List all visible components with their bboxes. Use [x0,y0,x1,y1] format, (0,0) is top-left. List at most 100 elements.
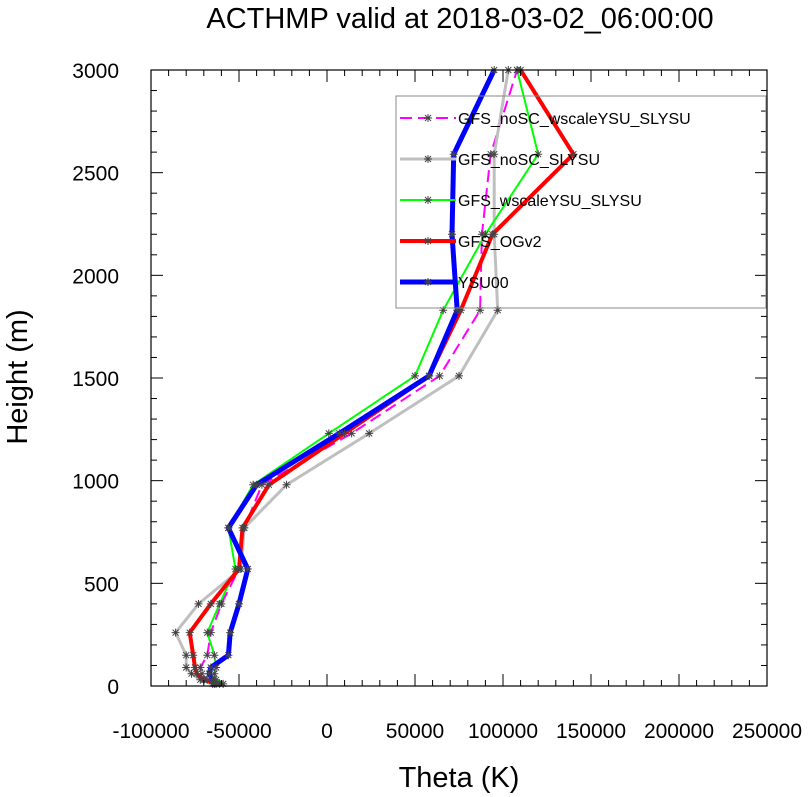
star-marker-icon [347,429,356,438]
y-axis-label: Height (m) [2,309,34,444]
y-tick-label: 2500 [72,163,119,186]
data-point [198,669,206,678]
star-marker-icon [490,150,499,159]
data-point [191,663,199,672]
data-point [476,306,485,315]
star-marker-icon [424,196,432,204]
data-point [203,651,212,660]
data-point [208,675,217,684]
star-marker-icon [235,599,243,608]
star-marker-icon [203,651,212,660]
data-point [252,480,261,489]
star-marker-icon [488,230,497,239]
x-tick-label: -100000 [112,720,189,743]
star-marker-icon [264,480,273,489]
star-marker-icon [238,523,247,532]
star-marker-icon [455,371,463,380]
star-marker-icon [493,306,502,315]
star-marker-icon [424,237,432,245]
star-marker-icon [365,429,374,438]
data-point [187,669,196,678]
x-tick-label: 50000 [386,720,444,743]
data-point [212,679,221,688]
data-point [224,651,233,660]
data-point [226,628,235,637]
data-point [224,523,233,532]
data-point [210,669,219,678]
data-point [335,429,344,438]
star-marker-icon [453,306,462,315]
star-marker-icon [481,230,490,239]
star-marker-icon [203,628,212,637]
data-point [206,663,215,672]
data-point [282,480,291,489]
legend-marker [424,155,432,163]
star-marker-icon [194,599,203,608]
star-marker-icon [206,663,215,672]
star-marker-icon [224,651,233,660]
data-point [324,429,333,438]
data-point [212,663,221,672]
legend-marker [424,196,432,204]
data-point [192,669,201,678]
y-tick-label: 1500 [72,368,119,391]
data-point [182,663,191,672]
data-point [189,651,198,660]
data-point [205,669,214,678]
data-point [365,429,374,438]
star-marker-icon [411,371,419,380]
data-point [199,675,208,684]
star-marker-icon [208,675,217,684]
legend-marker [424,114,432,122]
data-point [194,599,203,608]
star-marker-icon [257,480,266,489]
star-marker-icon [226,628,235,637]
star-marker-icon [192,669,201,678]
data-point [264,480,273,489]
star-marker-icon [171,628,180,637]
star-marker-icon [476,306,485,315]
data-point [448,230,456,239]
data-point [238,523,247,532]
data-point [171,628,180,637]
series-line-2 [206,69,540,685]
star-marker-icon [449,150,458,159]
data-point [453,306,462,315]
star-marker-icon [210,651,219,660]
x-tick-label: 150000 [556,720,626,743]
plot-area [171,66,578,688]
star-marker-icon [340,429,349,438]
data-point [425,371,434,380]
data-point [185,628,194,637]
x-tick-label: 0 [321,720,333,743]
star-marker-icon [205,669,214,678]
data-point [493,306,502,315]
data-point [455,371,463,380]
x-tick-label: 100000 [468,720,538,743]
star-marker-icon [215,599,224,608]
star-marker-icon [187,669,196,678]
data-point [449,150,458,159]
data-point [340,429,349,438]
y-tick-label: 3000 [72,60,119,83]
y-tick-label: 500 [84,573,119,596]
star-marker-icon [210,669,219,678]
data-point [235,599,243,608]
star-marker-icon [439,306,448,315]
data-point [215,599,224,608]
star-marker-icon [189,651,198,660]
data-point [435,371,444,380]
star-marker-icon [569,150,578,159]
data-point [534,150,543,159]
series-line-4 [206,68,497,686]
star-marker-icon [424,278,432,286]
star-marker-icon [185,628,194,637]
star-marker-icon [425,371,434,380]
star-marker-icon [424,155,432,163]
star-marker-icon [199,675,208,684]
x-axis-label: Theta (K) [399,762,520,794]
legend-box [395,95,767,309]
star-marker-icon [335,429,344,438]
star-marker-icon [198,669,206,678]
